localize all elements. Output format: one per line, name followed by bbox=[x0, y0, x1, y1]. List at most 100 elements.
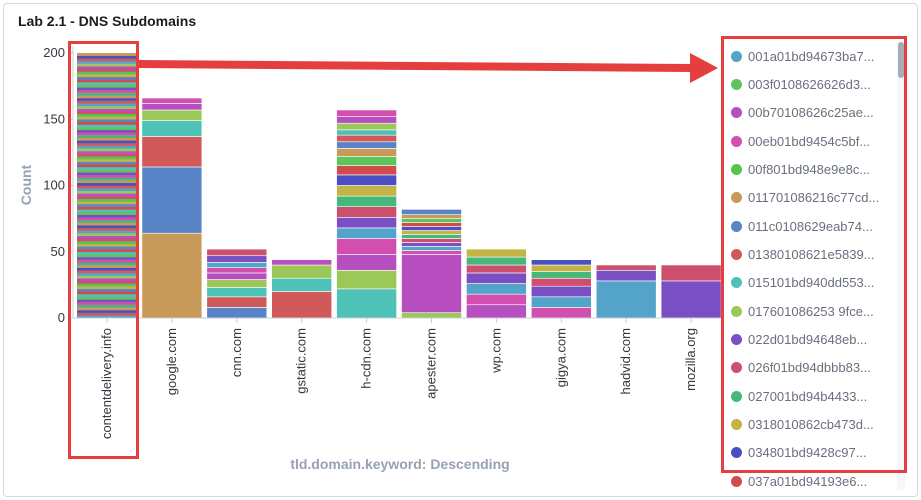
bar-segment[interactable] bbox=[401, 238, 462, 243]
bar-segment[interactable] bbox=[401, 234, 462, 239]
bar-segment[interactable] bbox=[77, 299, 137, 303]
bar-segment[interactable] bbox=[77, 294, 137, 297]
bar-segment[interactable] bbox=[77, 217, 137, 221]
bar-segment[interactable] bbox=[401, 214, 462, 219]
bar-segment[interactable] bbox=[77, 169, 137, 173]
bar-segment[interactable] bbox=[336, 165, 397, 176]
bar-segment[interactable] bbox=[77, 111, 137, 115]
bar-segment[interactable] bbox=[77, 172, 137, 176]
bar-segment[interactable] bbox=[77, 315, 137, 319]
bar-segment[interactable] bbox=[336, 269, 397, 290]
legend-item[interactable]: 022d01bd94648eb... bbox=[726, 325, 902, 353]
bar-segment[interactable] bbox=[530, 307, 592, 319]
bar-wp-com[interactable] bbox=[466, 248, 527, 319]
bar-segment[interactable] bbox=[530, 285, 592, 298]
bar-segment[interactable] bbox=[401, 226, 462, 231]
bar-segment[interactable] bbox=[206, 287, 268, 298]
bar-segment[interactable] bbox=[77, 63, 137, 67]
bar-segment[interactable] bbox=[77, 286, 137, 290]
bar-segment[interactable] bbox=[336, 185, 397, 197]
bar-segment[interactable] bbox=[77, 58, 137, 62]
bar-segment[interactable] bbox=[595, 264, 657, 271]
bar-gstatic-com[interactable] bbox=[271, 259, 333, 319]
bar-segment[interactable] bbox=[77, 84, 137, 88]
bar-segment[interactable] bbox=[77, 135, 137, 138]
bar-segment[interactable] bbox=[141, 120, 203, 137]
bar-apester-com[interactable] bbox=[401, 209, 462, 319]
bar-segment[interactable] bbox=[206, 262, 268, 268]
bar-segment[interactable] bbox=[77, 55, 137, 59]
bar-segment[interactable] bbox=[77, 68, 137, 72]
bar-segment[interactable] bbox=[595, 280, 657, 319]
bar-segment[interactable] bbox=[77, 79, 137, 83]
bar-segment[interactable] bbox=[466, 264, 527, 274]
bar-segment[interactable] bbox=[530, 296, 592, 308]
legend-item[interactable]: 00f801bd948e9e8c... bbox=[726, 155, 902, 183]
bar-segment[interactable] bbox=[336, 238, 397, 255]
bar-segment[interactable] bbox=[77, 76, 137, 80]
bar-segment[interactable] bbox=[77, 272, 137, 276]
bar-segment[interactable] bbox=[77, 235, 137, 239]
bar-segment[interactable] bbox=[401, 222, 462, 227]
bar-segment[interactable] bbox=[77, 108, 137, 112]
legend-item[interactable]: 01380108621e5839... bbox=[726, 240, 902, 268]
bar-segment[interactable] bbox=[660, 264, 722, 282]
bar-segment[interactable] bbox=[336, 217, 397, 229]
bar-segment[interactable] bbox=[77, 262, 137, 266]
legend-scrollbar-track[interactable] bbox=[897, 42, 905, 490]
bar-segment[interactable] bbox=[77, 74, 137, 78]
bar-segment[interactable] bbox=[77, 137, 137, 141]
legend-item[interactable]: 026f01bd94dbbb83... bbox=[726, 354, 902, 382]
bar-segment[interactable] bbox=[77, 196, 137, 199]
bar-segment[interactable] bbox=[77, 185, 137, 189]
bar-segment[interactable] bbox=[595, 269, 657, 282]
bar-segment[interactable] bbox=[77, 254, 137, 258]
bar-segment[interactable] bbox=[401, 312, 462, 319]
bar-segment[interactable] bbox=[466, 256, 527, 266]
bar-segment[interactable] bbox=[77, 270, 137, 274]
bar-segment[interactable] bbox=[77, 148, 137, 152]
bar-segment[interactable] bbox=[77, 291, 137, 295]
bar-segment[interactable] bbox=[77, 100, 137, 104]
bar-segment[interactable] bbox=[530, 271, 592, 279]
bar-segment[interactable] bbox=[77, 60, 137, 64]
legend-item[interactable]: 003f0108626626d3... bbox=[726, 70, 902, 98]
bar-segment[interactable] bbox=[271, 264, 333, 279]
bar-segment[interactable] bbox=[206, 279, 268, 288]
bar-segment[interactable] bbox=[77, 87, 137, 91]
legend-item[interactable]: 037a01bd94193e6... bbox=[726, 467, 902, 492]
legend-scrollbar-thumb[interactable] bbox=[898, 42, 904, 78]
bar-segment[interactable] bbox=[336, 122, 397, 131]
bar-segment[interactable] bbox=[77, 71, 137, 75]
bar-cnn-com[interactable] bbox=[206, 248, 268, 319]
bar-segment[interactable] bbox=[77, 265, 137, 268]
bar-segment[interactable] bbox=[336, 254, 397, 271]
bar-segment[interactable] bbox=[77, 225, 137, 229]
bar-segment[interactable] bbox=[206, 255, 268, 263]
bar-segment[interactable] bbox=[206, 272, 268, 280]
bar-segment[interactable] bbox=[206, 267, 268, 274]
bar-segment[interactable] bbox=[336, 195, 397, 208]
legend-item[interactable]: 015101bd940dd553... bbox=[726, 269, 902, 297]
legend-item[interactable]: 0318010862cb473d... bbox=[726, 410, 902, 438]
bar-segment[interactable] bbox=[401, 230, 462, 235]
bar-segment[interactable] bbox=[77, 275, 137, 279]
bar-segment[interactable] bbox=[271, 291, 333, 319]
bar-segment[interactable] bbox=[401, 250, 462, 255]
bar-segment[interactable] bbox=[141, 232, 203, 319]
bar-segment[interactable] bbox=[466, 293, 527, 306]
bar-segment[interactable] bbox=[77, 251, 137, 255]
bar-segment[interactable] bbox=[206, 307, 268, 319]
bar-segment[interactable] bbox=[77, 227, 137, 231]
legend-item[interactable]: 027001bd94b4433... bbox=[726, 382, 902, 410]
legend-item[interactable]: 00eb01bd9454c5bf... bbox=[726, 127, 902, 155]
bar-segment[interactable] bbox=[77, 222, 137, 226]
bar-segment[interactable] bbox=[77, 66, 137, 70]
bar-segment[interactable] bbox=[77, 143, 137, 146]
bar-segment[interactable] bbox=[401, 254, 462, 313]
bar-segment[interactable] bbox=[401, 218, 462, 223]
bar-segment[interactable] bbox=[77, 156, 137, 160]
legend-item[interactable]: 034801bd9428c97... bbox=[726, 439, 902, 467]
bar-segment[interactable] bbox=[77, 209, 137, 213]
bar-segment[interactable] bbox=[77, 116, 137, 120]
